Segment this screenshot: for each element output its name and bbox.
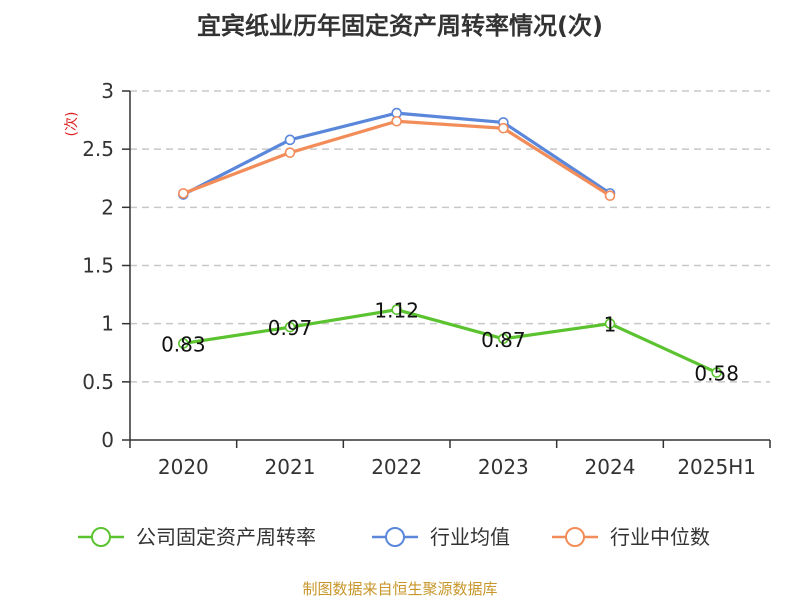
legend-item-1[interactable]: 行业均值: [372, 525, 510, 549]
source-note: 制图数据来自恒生聚源数据库: [302, 580, 497, 598]
data-label: 0.58: [694, 362, 739, 386]
y-tick-label: 2.5: [82, 137, 114, 161]
data-point[interactable]: [284, 321, 296, 333]
data-label: 0.87: [481, 328, 526, 352]
data-label: 0.83: [161, 332, 206, 356]
x-tick-label: 2020: [158, 455, 209, 479]
data-point[interactable]: [284, 134, 296, 146]
axes: 0 0.5 1 1.5 2 2.5 3 2020 2021 2022 2023 2024 2025H1: [82, 79, 771, 479]
y-tick-label: 1: [101, 312, 114, 336]
data-point[interactable]: [498, 333, 509, 345]
y-tick-label: 3: [101, 79, 114, 103]
data-point[interactable]: [391, 304, 402, 316]
chart-title: 宜宾纸业历年固定资产周转率情况(次): [197, 12, 603, 40]
data-point[interactable]: [178, 188, 189, 199]
x-tick-label: 2024: [585, 455, 636, 479]
y-axis-unit: (次): [64, 112, 80, 137]
legend-item-2[interactable]: 行业中位数: [552, 525, 710, 549]
legend-item-0[interactable]: 公司固定资产周转率: [78, 525, 316, 549]
data-point[interactable]: [178, 338, 189, 349]
x-tick-label: 2022: [371, 455, 422, 479]
legend-marker: [385, 527, 405, 547]
x-tick-label: 2025H1: [677, 455, 756, 479]
series-layer: 0.83 0.97 1.12 0.87 1 0.58: [161, 107, 739, 386]
data-point[interactable]: [604, 318, 616, 329]
legend[interactable]: 公司固定资产周转率 行业均值 行业中位数: [78, 525, 710, 549]
data-point[interactable]: [711, 367, 722, 378]
series-line-2: [182, 119, 611, 198]
data-point[interactable]: [391, 115, 402, 127]
x-tick-label: 2021: [265, 455, 316, 479]
data-point[interactable]: [498, 122, 509, 134]
data-point[interactable]: [604, 190, 616, 201]
y-tick-label: 2: [101, 195, 114, 219]
y-tick-label: 1.5: [82, 254, 114, 278]
y-tick-label: 0: [101, 428, 114, 452]
legend-label: 行业中位数: [610, 525, 710, 549]
legend-marker: [565, 527, 585, 547]
legend-label: 公司固定资产周转率: [136, 525, 316, 549]
y-tick-label: 0.5: [82, 370, 114, 394]
data-label: 1.12: [374, 299, 419, 323]
x-tick-label: 2023: [478, 455, 529, 479]
data-label: 1: [604, 313, 617, 337]
grid: [130, 90, 770, 383]
legend-label: 行业均值: [430, 525, 510, 549]
legend-marker: [91, 527, 111, 547]
data-label: 0.97: [268, 316, 313, 340]
series-line-0: [183, 308, 718, 374]
data-point[interactable]: [284, 147, 296, 158]
